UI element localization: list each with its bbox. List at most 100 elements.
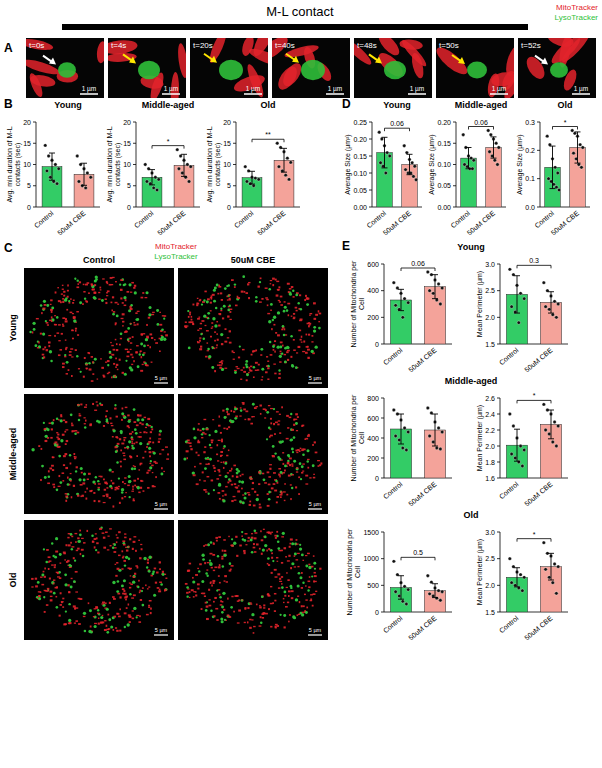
mito-dot — [199, 479, 201, 481]
mito-dot — [136, 455, 138, 457]
mito-dot — [98, 623, 100, 625]
mito-dot — [257, 369, 259, 370]
mito-dot — [65, 318, 67, 320]
mito-dot — [107, 290, 110, 292]
lyso-dot — [65, 610, 67, 612]
mito-dot — [45, 590, 48, 592]
mito-dot — [132, 357, 134, 359]
mito-dot — [254, 551, 256, 553]
mito-dot — [224, 494, 226, 496]
mito-dot — [201, 437, 203, 438]
frame-content — [207, 38, 268, 98]
mito-dot — [58, 419, 60, 420]
mito-dot — [231, 484, 233, 486]
mito-dot — [122, 557, 124, 559]
mito-dot — [141, 423, 143, 425]
mito-dot — [299, 450, 301, 452]
mito-dot — [270, 283, 272, 284]
mito-dot — [138, 580, 140, 582]
mito-dot — [272, 455, 275, 457]
mito-dot — [229, 309, 232, 310]
mito-dot — [312, 444, 314, 446]
mito-dot — [318, 465, 320, 467]
mito-dot — [77, 548, 79, 550]
mito-dot — [48, 470, 50, 472]
mito-dot — [227, 598, 229, 600]
lyso-dot — [201, 303, 203, 305]
mito-dot — [123, 590, 125, 592]
arrow-head — [129, 56, 136, 63]
mito-dot — [124, 305, 127, 306]
mito-dot — [105, 602, 107, 604]
mito-dot — [293, 318, 296, 320]
mito-dot — [218, 440, 221, 441]
mito-dot — [62, 366, 65, 368]
lyso-dot — [93, 296, 96, 299]
mito-dot — [259, 301, 262, 302]
lyso-dot — [219, 596, 221, 598]
mito-dot — [223, 609, 225, 611]
mito-dot — [289, 288, 292, 289]
lyso-dot — [73, 580, 76, 583]
mito-dot — [146, 614, 149, 615]
lyso-dot — [204, 467, 207, 470]
lyso-dot — [306, 303, 309, 306]
mito-dot — [115, 487, 118, 489]
lyso-dot — [33, 328, 36, 331]
mito-dot — [112, 277, 115, 278]
mito-dot — [261, 298, 263, 300]
mito-dot — [218, 425, 220, 427]
lyso-dot — [128, 440, 131, 443]
lyso-dot — [89, 609, 92, 612]
mito-dot — [64, 559, 66, 560]
mito-dot — [77, 495, 79, 497]
mito-dot — [249, 619, 251, 621]
lyso-dot — [146, 291, 149, 294]
mito-dot — [62, 363, 65, 365]
mito-dot — [64, 453, 67, 455]
lyso-dot — [273, 316, 276, 319]
lyso-dot — [272, 445, 275, 448]
frame-content — [272, 38, 334, 93]
mito-dot — [293, 317, 295, 318]
lyso-dot — [123, 284, 126, 287]
mito-dot — [65, 421, 67, 423]
mito-dot — [297, 416, 299, 418]
mito-dot — [127, 485, 130, 486]
mito-dot — [270, 586, 272, 587]
mito-dot — [71, 424, 73, 426]
lyso-dot — [124, 373, 127, 376]
mito-dot — [198, 454, 200, 456]
mito-dot — [211, 297, 213, 299]
mito-dot — [116, 349, 118, 351]
mito-dot — [65, 429, 68, 430]
mito-dot — [116, 416, 118, 418]
lyso-dot — [139, 353, 141, 355]
mito-dot — [301, 450, 304, 451]
mito-dot — [197, 330, 199, 331]
frame: t=40s1 µm — [255, 33, 350, 98]
mito-dot — [140, 463, 143, 465]
lyso-dot — [218, 484, 221, 487]
lyso-dot — [113, 375, 116, 378]
mito-dot — [79, 281, 81, 283]
mito-dot — [196, 483, 199, 485]
lyso-dot — [131, 445, 133, 447]
lyso-dot — [64, 583, 67, 586]
lyso-dot — [264, 544, 267, 547]
lyso-dot — [220, 308, 222, 310]
mito-shape — [247, 45, 268, 69]
mito-dot — [97, 552, 99, 554]
mito-dot — [238, 485, 240, 486]
lyso-dot — [268, 491, 271, 494]
lyso-dot — [201, 433, 203, 435]
mito-dot — [148, 605, 150, 607]
mito-dot — [213, 348, 215, 350]
mito-dot — [159, 561, 161, 563]
mito-dot — [210, 310, 212, 311]
mito-dot — [83, 417, 85, 418]
mito-dot — [98, 292, 100, 293]
mito-dot — [146, 446, 148, 448]
lyso-dot — [200, 333, 202, 335]
mito-dot — [307, 298, 310, 300]
